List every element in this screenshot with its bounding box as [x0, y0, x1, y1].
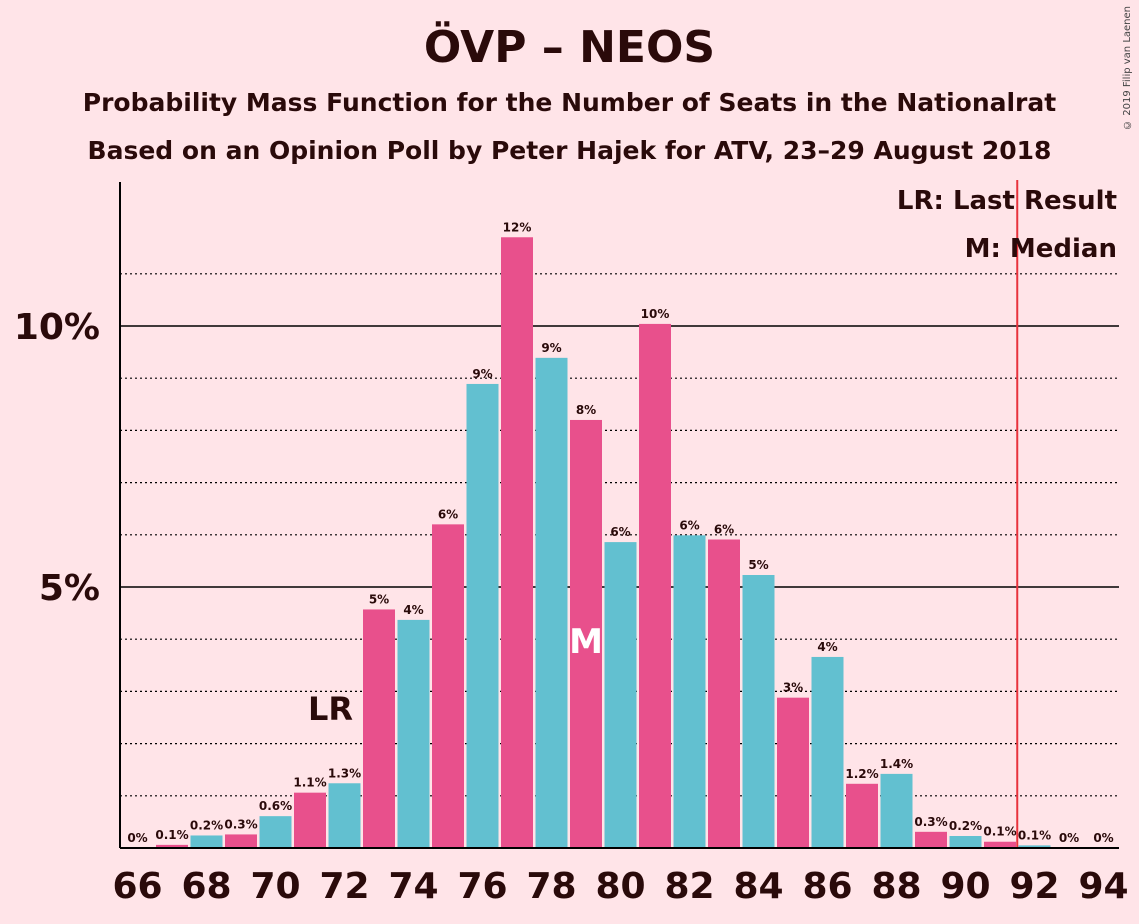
- bar-seat-92: [1018, 845, 1051, 848]
- chart-title: ÖVP – NEOS: [423, 22, 716, 73]
- bar-seat-74: [397, 619, 430, 848]
- bar-seat-81: [639, 323, 671, 848]
- data-label: 0%: [127, 831, 147, 845]
- bar-seat-79: [570, 419, 602, 848]
- legend-last-result: LR: Last Result: [897, 186, 1117, 216]
- bar-seat-75: [432, 524, 464, 848]
- data-label: 6%: [714, 522, 734, 536]
- bar-seat-89: [915, 831, 947, 848]
- bar-seat-72: [328, 783, 361, 848]
- data-label: 0%: [1059, 831, 1079, 845]
- bar-seat-67: [156, 844, 188, 848]
- bar-seat-76: [466, 383, 499, 848]
- x-tick-label: 84: [733, 866, 783, 907]
- bar-seat-77: [501, 237, 533, 848]
- x-tick-label: 70: [250, 866, 300, 907]
- chart-subtitle: Probability Mass Function for the Number…: [82, 88, 1057, 117]
- bar-seat-82: [673, 535, 706, 848]
- data-label: 12%: [503, 220, 532, 234]
- data-label: 0.6%: [259, 799, 292, 813]
- x-tick-label: 72: [319, 866, 369, 907]
- data-label: 1.2%: [845, 767, 878, 781]
- data-label: 9%: [541, 341, 561, 355]
- bar-seat-85: [777, 697, 809, 848]
- data-label: 5%: [748, 558, 768, 572]
- data-label: 8%: [576, 403, 596, 417]
- x-tick-label: 88: [871, 866, 921, 907]
- last-result-marker: LR: [308, 690, 353, 728]
- x-tick-label: 86: [802, 866, 852, 907]
- y-tick-label: 10%: [14, 307, 100, 348]
- data-label: 1.3%: [328, 766, 361, 780]
- data-label: 6%: [679, 518, 699, 532]
- data-label: 0.1%: [155, 828, 188, 842]
- data-label: 1.4%: [880, 757, 913, 771]
- data-label: 3%: [783, 681, 803, 695]
- bar-seat-84: [742, 574, 775, 848]
- data-label: 4%: [817, 640, 837, 654]
- bar-seat-87: [846, 783, 878, 848]
- data-label: 0.3%: [914, 815, 947, 829]
- bar-seat-69: [225, 834, 257, 848]
- bar-seat-71: [294, 792, 326, 848]
- data-label: 5%: [369, 592, 389, 606]
- data-label: 6%: [438, 507, 458, 521]
- legend-median: M: Median: [965, 234, 1117, 264]
- x-tick-label: 74: [388, 866, 438, 907]
- chart-subtitle-source: Based on an Opinion Poll by Peter Hajek …: [87, 136, 1052, 165]
- data-label: 10%: [641, 307, 670, 321]
- data-label: 0.2%: [190, 818, 223, 832]
- x-tick-label: 76: [457, 866, 507, 907]
- data-label: 9%: [472, 367, 492, 381]
- bar-seat-70: [259, 816, 292, 848]
- x-tick-label: 66: [112, 866, 162, 907]
- data-label: 4%: [403, 603, 423, 617]
- x-tick-label: 90: [940, 866, 990, 907]
- data-label: 6%: [610, 525, 630, 539]
- bar-seat-73: [363, 609, 395, 848]
- x-tick-label: 94: [1078, 866, 1128, 907]
- x-tick-label: 82: [664, 866, 714, 907]
- x-tick-label: 68: [181, 866, 231, 907]
- bar-seat-68: [190, 835, 223, 848]
- data-label: 0.3%: [224, 817, 257, 831]
- bar-seat-90: [949, 835, 982, 848]
- bar-seat-78: [535, 357, 568, 848]
- y-tick-label: 5%: [39, 568, 100, 609]
- bar-seat-80: [604, 542, 637, 848]
- bar-seat-83: [708, 539, 740, 848]
- data-label: 0.2%: [949, 819, 982, 833]
- x-tick-label: 80: [595, 866, 645, 907]
- data-label: 1.1%: [293, 776, 326, 790]
- bar-seat-86: [811, 656, 844, 848]
- data-label: 0%: [1093, 831, 1113, 845]
- bar-seat-88: [880, 773, 913, 848]
- x-tick-label: 78: [526, 866, 576, 907]
- data-label: 0.1%: [983, 825, 1016, 839]
- data-label: 0.1%: [1018, 828, 1051, 842]
- median-marker: M: [569, 622, 603, 662]
- x-tick-label: 92: [1009, 866, 1059, 907]
- bar-seat-91: [984, 841, 1016, 848]
